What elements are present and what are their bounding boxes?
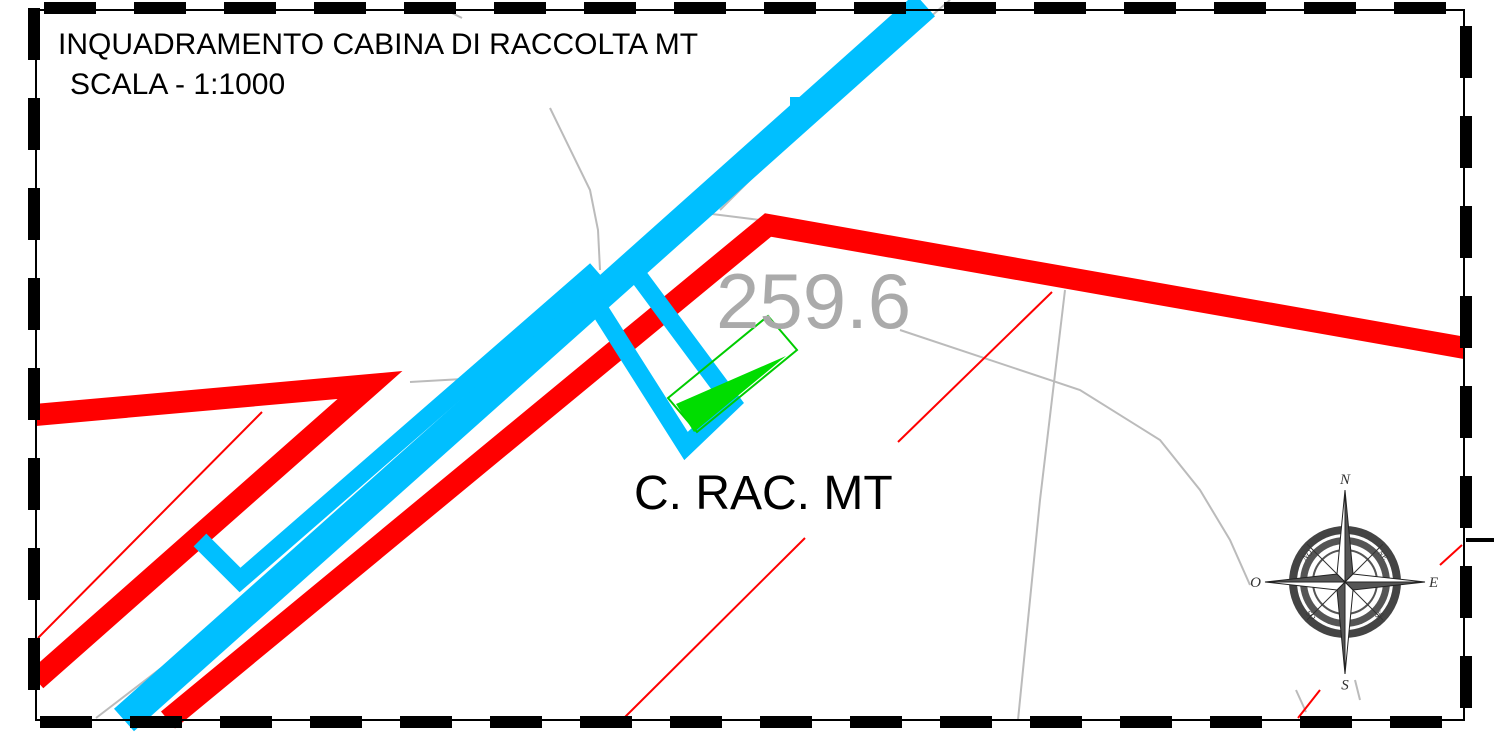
compass-rose-icon: N S E O NE NO SE SO [1250,472,1438,694]
red-parcel-line [1439,544,1463,566]
cabin-label: C. RAC. MT [634,467,893,520]
compass-north-label: N [1339,472,1351,488]
red-route-loop [28,371,403,689]
map-title: INQUADRAMENTO CABINA DI RACCOLTA MT [58,28,699,61]
compass-main-points [1264,489,1426,675]
track-line [1354,679,1361,701]
blue-route-cabin-access [588,256,744,461]
blue-route-main [114,0,935,732]
compass-east-label: E [1428,575,1438,591]
red-parcel-line [1297,689,1321,719]
map-frame-inner [35,9,1465,721]
red-parcel-line [37,411,263,639]
compass-south-label: S [1341,678,1349,694]
red-route [28,213,1467,729]
cabin-footprint [666,314,799,434]
red-parcel-line [621,537,806,721]
elevation-label: 259.6 [716,257,912,345]
thin-red-lines [37,291,1463,721]
blue-route [114,0,935,732]
compass-west-label: O [1250,575,1261,591]
track-line [549,107,601,271]
red-parcel-line [897,291,1053,443]
map-scale: SCALA - 1:1000 [70,68,286,101]
blue-route-spur [193,263,602,593]
cabin-fill [676,356,786,432]
red-route-main [160,213,1467,729]
parcel-line [1017,289,1066,721]
track-line [711,213,761,221]
track-line [899,329,1251,586]
